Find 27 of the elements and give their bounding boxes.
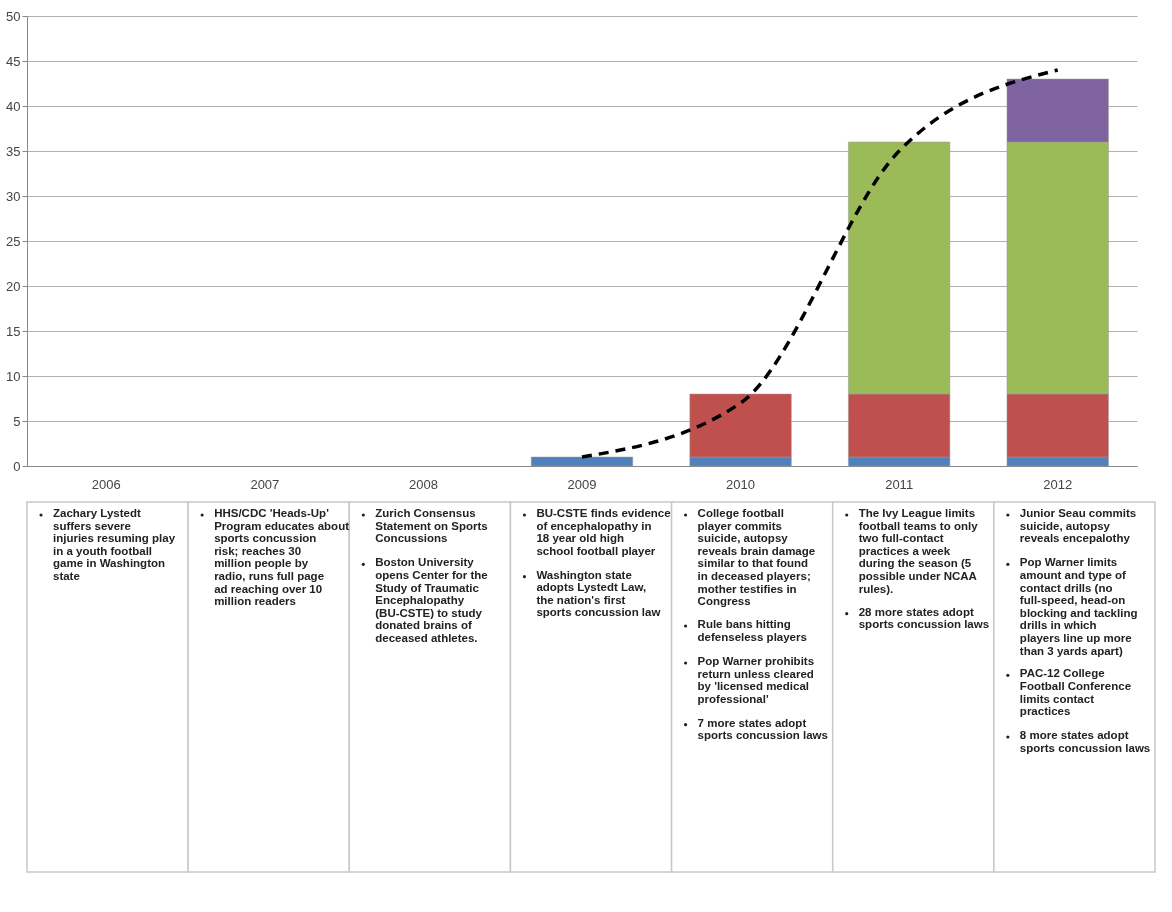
text: BU-CSTE finds evidence of encephalopathy in 18 year old high school football player Washington state adopts Lystedt Law, the nation's first sports concussion law [536,507,671,619]
text: HHS/CDC 'Heads-Up' Program educates about sports concussion risk; reaches 30 million people by radio, runs full page ad reaching over 10 million readers [214,507,350,608]
y-tick-label: 35 [6,143,21,159]
x-tick-label: 2006 [91,476,121,492]
y-tick-label: 0 [13,458,21,474]
y-tick-label: 25 [6,233,21,249]
y-tick-label: 5 [13,413,21,429]
y-tick-label: 15 [6,323,21,339]
x-tick-label: 2007 [250,476,280,492]
text: College football player commits suicide, autopsy reveals brain damage similar to that found in deceased players; mother testifies in Congress Rule bans hitting defenseless players Pop Warner prohibits return unless cleared by 'licensed medical professional' 7 more states adopt sports concussion laws [697,507,828,742]
y-tick-label: 30 [6,188,21,204]
y-tick-label: 10 [6,368,21,384]
text: The Ivy League limits football teams to only two full-contact practices a week during the season (5 possible under NCAA rules). 28 more states adopt sports concussion laws [858,507,990,631]
x-tick-label: 2011 [885,476,914,492]
y-tick-label: 20 [6,278,21,294]
x-tick-label: 2010 [726,476,756,492]
y-tick-label: 50 [6,8,21,24]
text: Zurich Consensus Statement on Sports Concussions Boston University opens Center for the Study of Traumatic Encephalopathy (BU-CSTE) to study donated brains of deceased athletes. [375,507,488,644]
y-tick-label: 40 [6,98,21,114]
bar [531,456,633,467]
x-tick-label: 2009 [567,476,597,492]
x-tick-label: 2008 [408,476,438,492]
y-tick-label: 45 [6,53,21,69]
line-series [580,68,1060,459]
text: Junior Seau commits suicide, autopsy reveals encepalothy Pop Warner limits amount and type of contact drills (no full-speed, head-on blocking and tackling drills in which players line up more than 3 yards apart) PAC-12 College Football Conference limits contact practices 8 more states adopt sports concussion laws [1019,507,1151,754]
text: Zachary Lystedt suffers severe injuries resuming play in a youth football game in Washington state [53,507,176,582]
x-tick-label: 2012 [1043,476,1073,492]
